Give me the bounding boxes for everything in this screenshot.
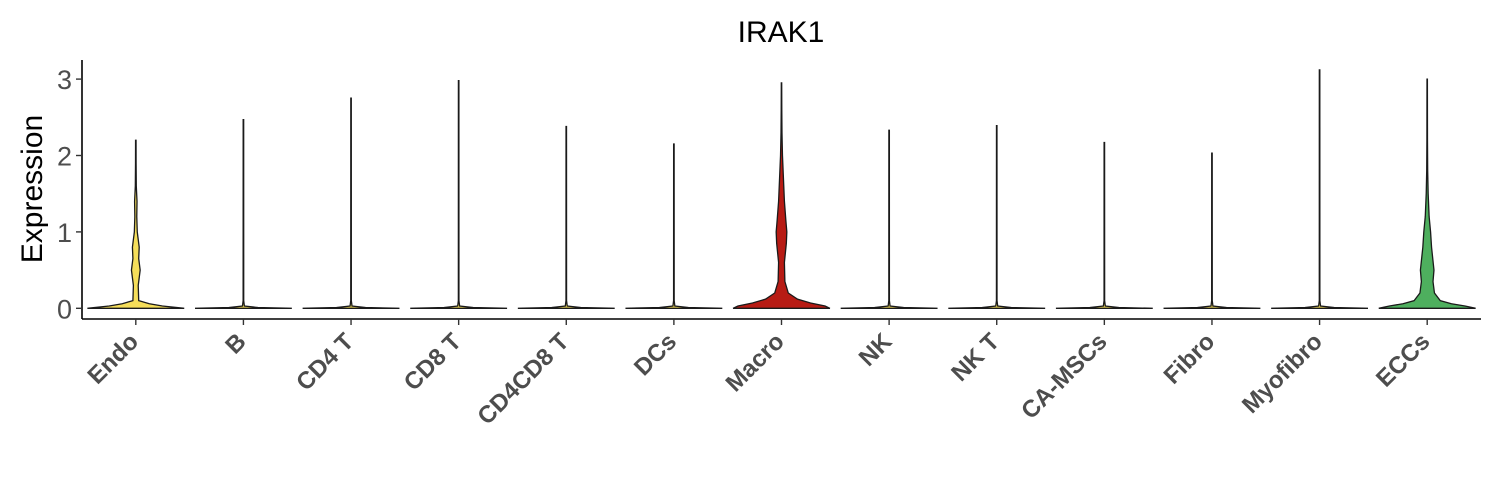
x-tick-label: CD8 T xyxy=(399,328,467,396)
x-tick-label: Myofibro xyxy=(1237,328,1328,419)
x-tick-label: Endo xyxy=(83,328,145,390)
x-tick-label: CA-MSCs xyxy=(1016,328,1112,424)
violin-nk xyxy=(840,129,938,309)
y-ticks: 0 1 2 3 xyxy=(57,65,82,324)
x-tick-label: CD4 T xyxy=(291,328,359,396)
chart-title: IRAK1 xyxy=(738,16,825,49)
y-tick-label: 0 xyxy=(57,294,72,324)
violin-cd4-t xyxy=(302,97,400,309)
violin-layer xyxy=(87,69,1476,309)
y-tick-label: 2 xyxy=(57,142,72,172)
y-tick-label: 3 xyxy=(57,65,72,95)
x-tick-label: CD4CD8 T xyxy=(472,328,574,430)
x-tick-label: ECCs xyxy=(1371,328,1435,392)
x-tick-label: Fibro xyxy=(1159,328,1221,390)
violin-myofibro xyxy=(1271,69,1369,309)
violin-b xyxy=(194,118,292,309)
violin-cd8-t xyxy=(410,79,508,309)
x-tick-label: B xyxy=(220,328,251,359)
x-tick-label: DCs xyxy=(629,328,682,381)
violin-macro xyxy=(732,82,831,309)
y-axis-label: Expression xyxy=(16,115,49,263)
violin-cd4cd8-t xyxy=(517,125,615,309)
x-tick-label: Macro xyxy=(721,328,790,397)
violin-nk-t xyxy=(948,125,1046,309)
x-tick-label: NK xyxy=(854,328,898,372)
violin-eccs xyxy=(1378,78,1476,309)
x-tick-label: NK T xyxy=(946,328,1005,387)
y-tick-label: 1 xyxy=(57,218,72,248)
violin-fibro xyxy=(1163,152,1261,309)
x-ticks: Endo B CD4 T CD8 T CD4CD8 T DCs Macro NK NK T CA-… xyxy=(83,319,1435,430)
violin-dcs xyxy=(625,143,723,309)
violin-endo xyxy=(87,139,185,309)
violin-ca-mscs xyxy=(1055,141,1153,309)
